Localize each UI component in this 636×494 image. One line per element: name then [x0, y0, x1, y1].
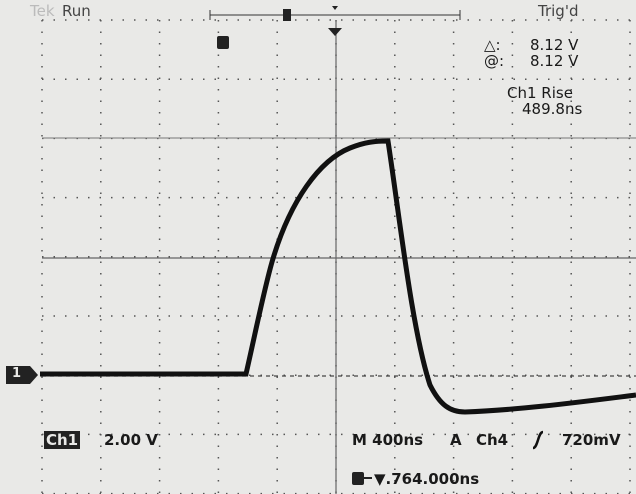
trigger-icon: [217, 36, 229, 49]
trigger-mode: A: [450, 431, 462, 449]
channel-label: Ch1: [44, 431, 80, 449]
measurement-value: 489.8ns: [522, 100, 582, 118]
trigger-level: 720mV: [562, 431, 621, 449]
brand: Tek: [30, 2, 55, 20]
channel-marker: 1: [12, 366, 21, 381]
trigger-arrow-small: [332, 6, 338, 10]
trigger-state: Trig'd: [538, 2, 578, 20]
at-label: @:: [484, 52, 504, 70]
trigger-position-arrow: [328, 28, 342, 36]
trigger-source: Ch4: [476, 431, 508, 449]
trigger-position: ▼.764.000ns: [374, 470, 479, 488]
run-status: Run: [62, 2, 91, 20]
waveform: [40, 141, 636, 412]
record-position: [283, 9, 291, 21]
at-value: 8.12 V: [530, 52, 578, 70]
oscilloscope-screen: Tek Run Trig'd △: 8.12 V @: 8.12 V Ch1 R…: [0, 0, 636, 494]
trigger-icon: [352, 472, 364, 485]
channel-marker-shape: [6, 366, 38, 384]
vertical-scale: 2.00 V: [104, 431, 158, 449]
graticule: [0, 0, 636, 494]
timebase: M 400ns: [352, 431, 423, 449]
